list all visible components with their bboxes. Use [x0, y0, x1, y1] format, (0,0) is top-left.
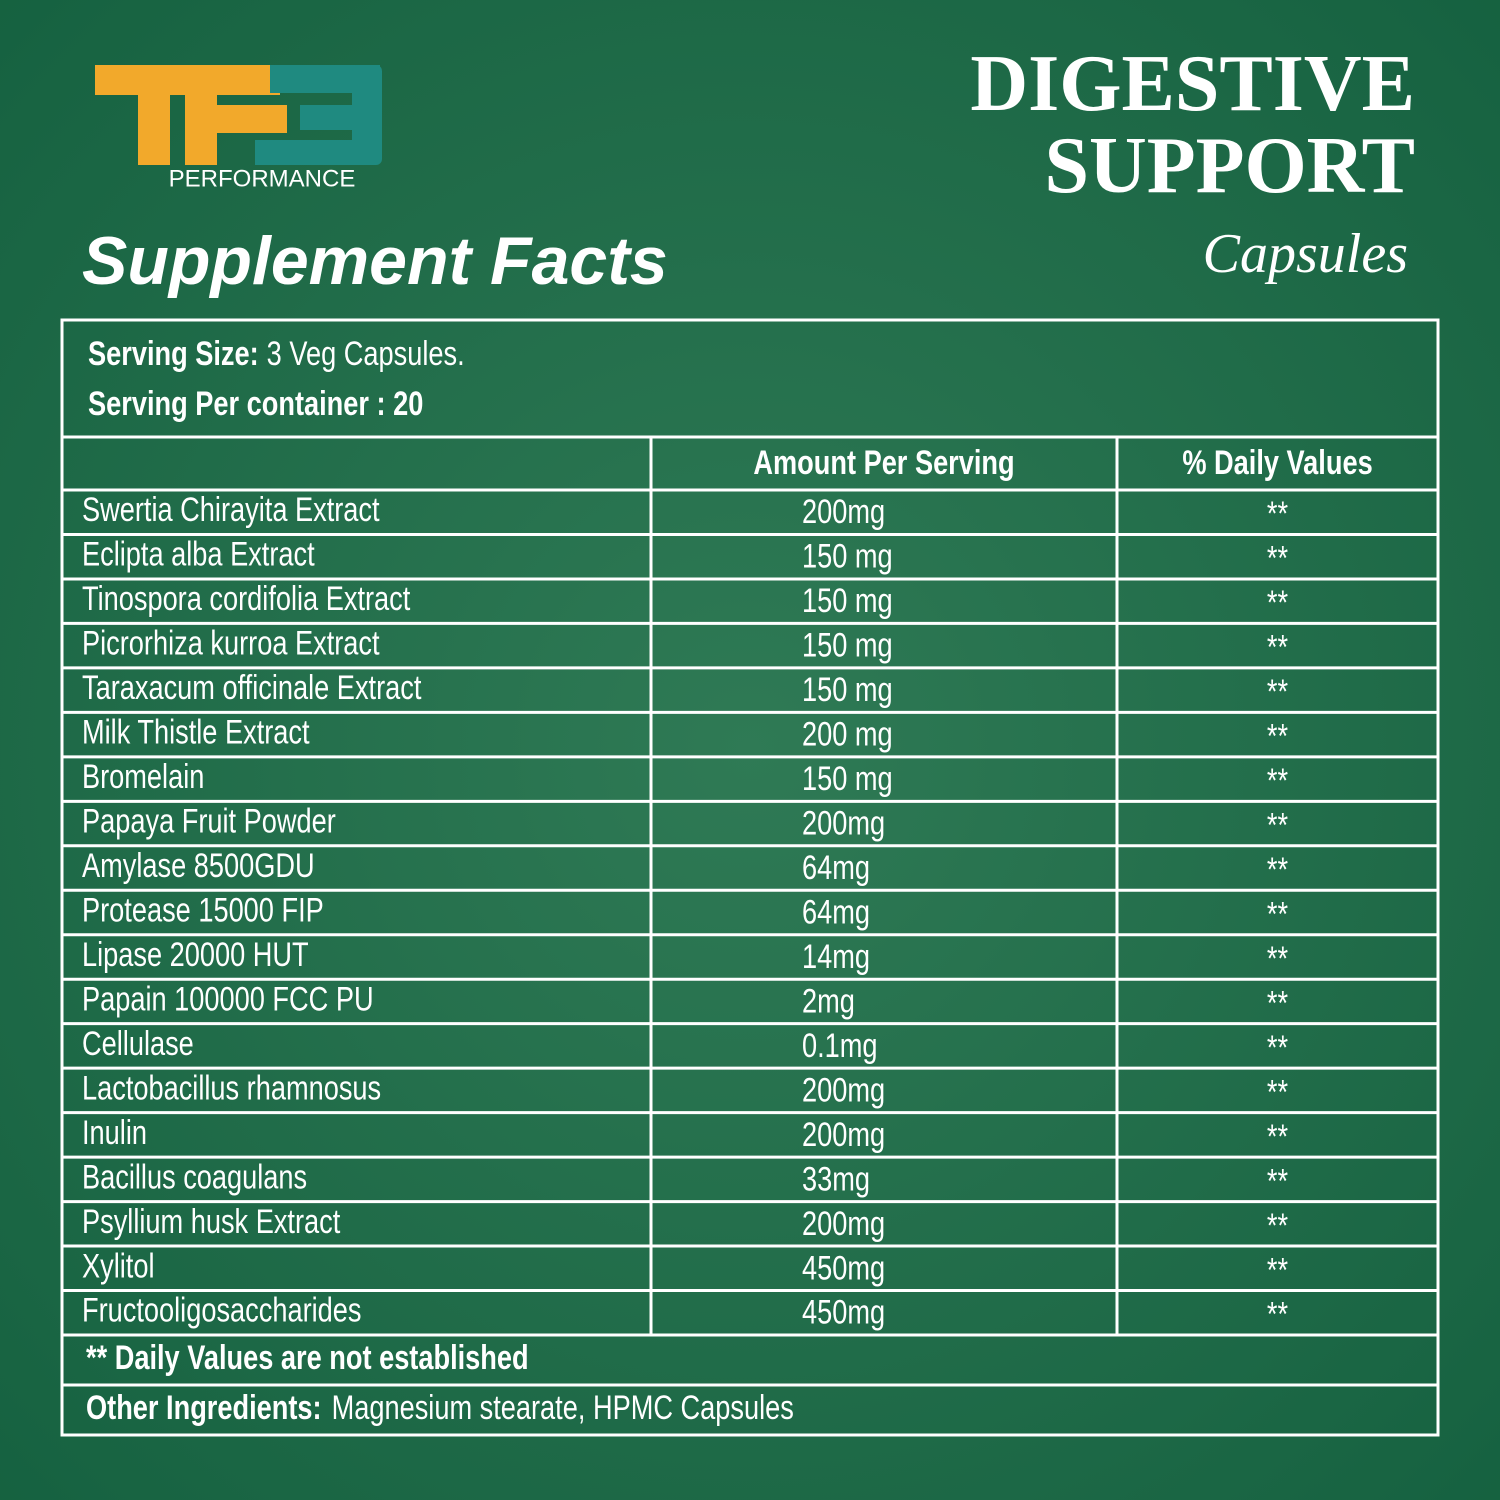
ingredient-amount: 200mg — [802, 1204, 885, 1243]
product-line: DIGESTIVE — [970, 40, 1415, 128]
ingredient-amount: 64mg — [802, 848, 870, 887]
ingredient-name: Amylase 8500GDU — [82, 846, 315, 885]
ingredient-name: Bromelain — [82, 757, 204, 796]
ingredient-name: Fructooligosaccharides — [82, 1291, 361, 1330]
ingredient-name: Xylitol — [82, 1246, 155, 1285]
ingredient-dv: ** — [1267, 717, 1288, 756]
ingredient-amount: 200mg — [802, 492, 885, 531]
ingredient-name: Eclipta alba Extract — [82, 535, 315, 574]
ingredient-dv: ** — [1267, 1206, 1288, 1245]
column-header: % Daily Values — [1182, 443, 1372, 482]
ingredient-amount: 2mg — [802, 981, 855, 1020]
ingredient-amount: 150 mg — [802, 759, 893, 798]
ingredient-dv: ** — [1267, 583, 1288, 622]
ingredient-amount: 200mg — [802, 804, 885, 843]
ingredient-name: Milk Thistle Extract — [82, 713, 310, 752]
ingredient-dv: ** — [1267, 761, 1288, 800]
ingredient-name: Cellulase — [82, 1024, 194, 1063]
ingredient-dv: ** — [1267, 1161, 1288, 1200]
ingredient-dv: ** — [1267, 895, 1288, 934]
ingredient-name: Picrorhiza kurroa Extract — [82, 624, 380, 663]
other-value: Magnesium stearate, HPMC Capsules — [332, 1388, 794, 1427]
serving-label: Serving Size: — [88, 334, 259, 373]
ingredient-dv: ** — [1267, 672, 1288, 711]
ingredient-amount: 450mg — [802, 1293, 885, 1332]
ingredient-name: Lipase 20000 HUT — [82, 935, 309, 974]
ingredient-dv: ** — [1267, 983, 1288, 1022]
serving-value: 3 Veg Capsules. — [267, 334, 465, 373]
column-header: Amount Per Serving — [753, 443, 1014, 482]
ingredient-dv: ** — [1267, 1295, 1288, 1334]
ingredient-dv: ** — [1267, 1028, 1288, 1067]
ingredient-amount: 33mg — [802, 1159, 870, 1198]
ingredient-dv: ** — [1267, 1072, 1288, 1111]
ingredient-name: Tinospora cordifolia Extract — [82, 579, 411, 618]
ingredient-name: Taraxacum officinale Extract — [82, 668, 422, 707]
ingredient-name: Swertia Chirayita Extract — [82, 490, 380, 529]
ingredient-amount: 14mg — [802, 937, 870, 976]
product-line: Capsules — [1203, 223, 1408, 285]
other-label: Other Ingredients: — [86, 1388, 322, 1427]
heading: Supplement Facts — [82, 223, 668, 299]
logo-text: PERFORMANCE — [169, 165, 356, 192]
ingredient-amount: 0.1mg — [802, 1026, 878, 1065]
ingredient-amount: 200mg — [802, 1115, 885, 1154]
ingredient-name: Papaya Fruit Powder — [82, 802, 336, 841]
ingredient-dv: ** — [1267, 850, 1288, 889]
footnote: ** Daily Values are not established — [86, 1338, 529, 1377]
ingredient-name: Inulin — [82, 1113, 147, 1152]
ingredient-amount: 450mg — [802, 1248, 885, 1287]
ingredient-amount: 200 mg — [802, 715, 893, 754]
ingredient-dv: ** — [1267, 1250, 1288, 1289]
ingredient-name: Bacillus coagulans — [82, 1157, 307, 1196]
ingredient-dv: ** — [1267, 628, 1288, 667]
table-border — [60, 318, 1440, 1437]
ingredient-dv: ** — [1267, 494, 1288, 533]
ingredient-dv: ** — [1267, 539, 1288, 578]
ingredient-name: Papain 100000 FCC PU — [82, 979, 374, 1018]
ingredient-dv: ** — [1267, 939, 1288, 978]
ingredient-name: Protease 15000 FIP — [82, 891, 324, 930]
ingredient-amount: 150 mg — [802, 537, 893, 576]
ingredient-amount: 150 mg — [802, 581, 893, 620]
ingredient-amount: 64mg — [802, 893, 870, 932]
serving-count: Serving Per container : 20 — [88, 384, 423, 423]
ingredient-amount: 150 mg — [802, 670, 893, 709]
product-line: SUPPORT — [1044, 122, 1415, 210]
ingredient-amount: 200mg — [802, 1070, 885, 1109]
ingredient-name: Lactobacillus rhamnosus — [82, 1068, 381, 1107]
ingredient-amount: 150 mg — [802, 626, 893, 665]
ingredient-dv: ** — [1267, 806, 1288, 845]
logo-mark — [95, 65, 382, 165]
ingredient-dv: ** — [1267, 1117, 1288, 1156]
ingredient-name: Psyllium husk Extract — [82, 1202, 341, 1241]
